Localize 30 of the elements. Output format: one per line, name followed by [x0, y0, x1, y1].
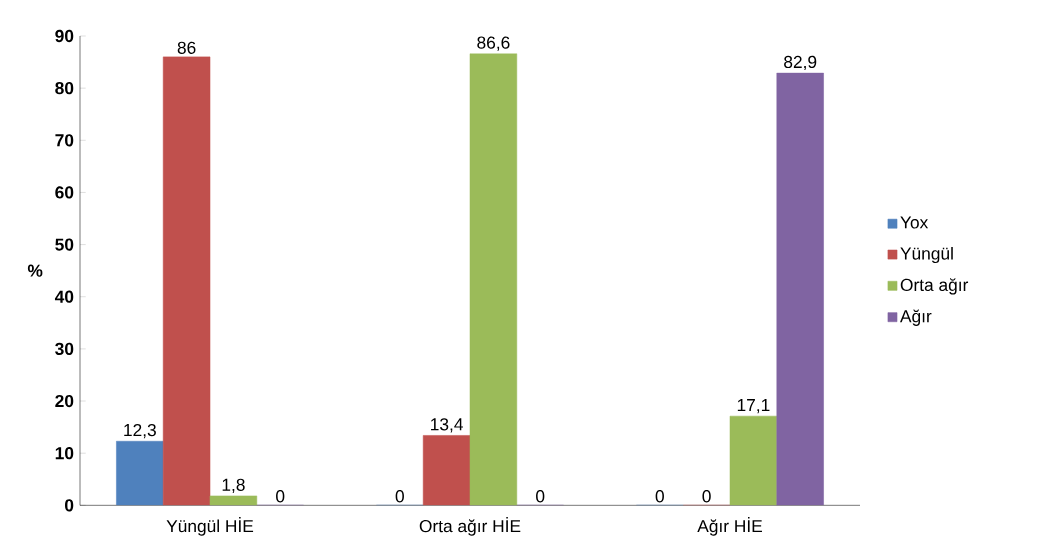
x-tick-label: Orta ağır HİE: [419, 517, 521, 536]
y-axis-title: %: [27, 264, 43, 277]
y-tick-label: 30: [55, 342, 74, 356]
legend-label: Yox: [900, 216, 929, 229]
y-tick-label: 0: [65, 499, 74, 512]
data-label: 0: [702, 490, 711, 503]
data-label: 82,9: [784, 55, 817, 71]
y-tick-label: 90: [55, 29, 74, 43]
data-label: 12,3: [124, 423, 156, 439]
y-tick-label: 80: [55, 82, 74, 95]
data-label: 13,4: [431, 418, 463, 433]
data-label: 1,8: [222, 478, 245, 493]
data-label: 86: [177, 41, 196, 54]
legend-label: Yüngül: [900, 246, 953, 264]
y-tick-label: 50: [55, 238, 74, 251]
data-label: 0: [536, 490, 545, 503]
y-tick-label: 20: [55, 394, 74, 408]
y-tick-label: 60: [55, 186, 74, 199]
y-tick-label: 70: [55, 134, 74, 147]
data-label: 0: [276, 490, 285, 503]
data-label: 0: [395, 490, 404, 503]
data-label: 17,1: [737, 399, 770, 414]
legend-label: Ağır: [900, 309, 932, 326]
data-label: 86,6: [477, 36, 510, 51]
data-label: 0: [655, 490, 664, 503]
legend-label: Orta ağır: [900, 278, 969, 295]
y-tick-label: 10: [55, 447, 74, 460]
x-tick-label: Yüngül HİE: [166, 517, 254, 536]
y-tick-label: 40: [54, 290, 74, 303]
x-tick-label: Ağır HİE: [697, 517, 762, 536]
